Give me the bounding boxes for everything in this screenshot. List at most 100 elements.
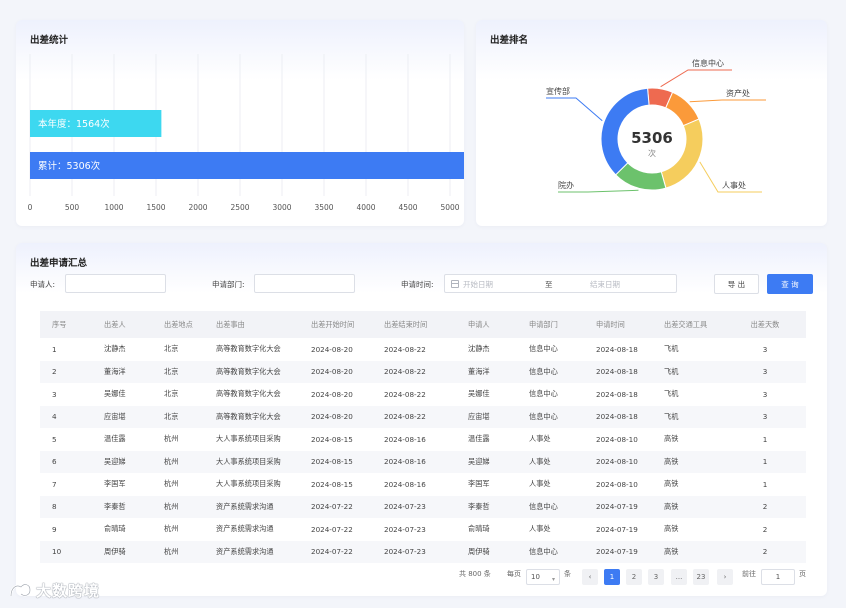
date-range-picker[interactable]: 开始日期 至 结束日期 bbox=[444, 274, 677, 293]
table-cell: 信息中心 bbox=[529, 389, 558, 399]
dept-input[interactable] bbox=[254, 274, 355, 293]
rank-card: 出差排名 信息中心 资产处 人事处 院办 宣传部 5306 次 bbox=[476, 20, 827, 226]
table-cell: 李国军 bbox=[104, 479, 126, 489]
table-cell: 2024-08-20 bbox=[299, 360, 372, 383]
dept-label: 申请部门: bbox=[212, 280, 245, 289]
table-cell: 周伊骑 bbox=[92, 540, 152, 563]
table-cell: 2024-08-10 bbox=[596, 479, 638, 489]
table-cell: 俞晴琦 bbox=[468, 524, 490, 534]
bar-label: 累计：5306次 bbox=[38, 160, 101, 172]
table-cell: 北京 bbox=[152, 405, 204, 428]
axis-tick-label: 2500 bbox=[230, 203, 249, 212]
donut-label: 资产处 bbox=[726, 88, 750, 98]
col-header: 出差事由 bbox=[204, 311, 299, 338]
table-cell: 杭州 bbox=[152, 495, 204, 518]
axis-tick-label: 5000 bbox=[440, 203, 459, 212]
donut-label: 人事处 bbox=[722, 180, 746, 190]
chevron-down-icon: ▾ bbox=[551, 576, 555, 583]
page-button[interactable]: 23 bbox=[693, 569, 709, 585]
table-cell: 信息中心 bbox=[517, 495, 584, 518]
table-cell: 信息中心 bbox=[529, 344, 558, 354]
table-cell: 3 bbox=[736, 360, 806, 383]
table-cell: 2024-08-20 bbox=[311, 389, 353, 399]
table-cell: 2 bbox=[40, 360, 92, 383]
table-cell: 杭州 bbox=[164, 479, 179, 489]
bar bbox=[30, 110, 162, 137]
table-cell: 1 bbox=[762, 479, 768, 489]
table-cell: 杭州 bbox=[164, 434, 179, 444]
page-button[interactable]: ... bbox=[671, 569, 687, 585]
table-cell: 2024-08-10 bbox=[584, 450, 652, 473]
calendar-icon bbox=[451, 280, 459, 288]
pagination-per-page-label: 每页 bbox=[507, 570, 521, 578]
table-cell: 2024-07-19 bbox=[596, 524, 638, 534]
table-cell: 2024-08-22 bbox=[384, 344, 426, 354]
query-button[interactable]: 查 询 bbox=[767, 274, 813, 294]
table-cell: 吴娜佳 bbox=[468, 389, 490, 399]
table-cell: 高等教育数字化大会 bbox=[204, 405, 299, 428]
table-cell: 1 bbox=[52, 344, 57, 354]
table-cell: 2024-08-22 bbox=[372, 405, 456, 428]
page-size-value: 10 bbox=[531, 573, 540, 581]
table-cell: 2024-07-22 bbox=[299, 495, 372, 518]
table-cell: 李国军 bbox=[468, 479, 490, 489]
table-cell: 高铁 bbox=[652, 540, 736, 563]
table-cell: 2024-07-23 bbox=[372, 495, 456, 518]
table-cell: 应宙堪 bbox=[92, 405, 152, 428]
table-cell: 大人事系统项目采购 bbox=[216, 434, 281, 444]
prev-page-button[interactable]: ‹ bbox=[582, 569, 598, 585]
table-cell: 李秦哲 bbox=[456, 495, 517, 518]
table-cell: 2024-08-16 bbox=[384, 434, 426, 444]
page-button[interactable]: 2 bbox=[626, 569, 642, 585]
travel-table: 序号 出差人 出差地点 出差事由 出差开始时间 出差结束时间 申请人 申请部门 … bbox=[40, 311, 806, 563]
table-cell: 飞机 bbox=[652, 405, 736, 428]
table-cell: 温佳露 bbox=[104, 434, 126, 444]
bar bbox=[30, 152, 464, 179]
table-cell: 杭州 bbox=[152, 450, 204, 473]
table-row: 7 李国军 杭州 大人事系统项目采购 2024-08-15 2024-08-16 李国军 人事… bbox=[40, 473, 806, 496]
table-cell: 信息中心 bbox=[517, 540, 584, 563]
table-cell: 北京 bbox=[152, 360, 204, 383]
table-cell: 董海洋 bbox=[92, 360, 152, 383]
date-range-separator: 至 bbox=[545, 280, 553, 289]
donut-label: 院办 bbox=[558, 180, 574, 190]
table-cell: 信息中心 bbox=[517, 405, 584, 428]
axis-tick-label: 1000 bbox=[104, 203, 123, 212]
applicant-input[interactable] bbox=[65, 274, 166, 293]
col-header: 出差天数 bbox=[736, 311, 806, 338]
table-cell: 杭州 bbox=[152, 540, 204, 563]
table-cell: 2024-08-15 bbox=[311, 479, 353, 489]
donut-center bbox=[618, 105, 686, 173]
col-header: 出差开始时间 bbox=[299, 311, 372, 338]
table-cell: 沈静杰 bbox=[104, 344, 126, 354]
goto-page-input[interactable]: 1 bbox=[761, 569, 795, 585]
col-header: 出差交通工具 bbox=[652, 311, 736, 338]
table-cell: 大人事系统项目采购 bbox=[204, 450, 299, 473]
table-cell: 2024-07-23 bbox=[372, 540, 456, 563]
table-header-row: 序号 出差人 出差地点 出差事由 出差开始时间 出差结束时间 申请人 申请部门 … bbox=[40, 311, 806, 338]
table-cell: 杭州 bbox=[164, 524, 179, 534]
start-date-placeholder[interactable]: 开始日期 bbox=[463, 280, 493, 289]
table-cell: 高等教育数字化大会 bbox=[204, 360, 299, 383]
applicant-label: 申请人: bbox=[30, 280, 56, 289]
table-cell: 2024-08-16 bbox=[384, 479, 426, 489]
page-button[interactable]: 1 bbox=[604, 569, 620, 585]
table-cell: 2 bbox=[736, 540, 806, 563]
table-row: 10 周伊骑 杭州 资产系统需求沟通 2024-07-22 2024-07-23 周伊骑 信息… bbox=[40, 540, 806, 563]
table-cell: 飞机 bbox=[652, 360, 736, 383]
table-cell: 2024-07-19 bbox=[584, 540, 652, 563]
export-button[interactable]: 导 出 bbox=[714, 274, 759, 294]
page-size-select[interactable]: 10 ▾ bbox=[526, 569, 560, 585]
table-cell: 2024-08-18 bbox=[596, 389, 638, 399]
page-button[interactable]: 3 bbox=[648, 569, 664, 585]
axis-tick-label: 4000 bbox=[356, 203, 375, 212]
next-page-button[interactable]: › bbox=[717, 569, 733, 585]
table-row: 8 李秦哲 杭州 资产系统需求沟通 2024-07-22 2024-07-23 李秦哲 信息中… bbox=[40, 495, 806, 518]
table-cell: 2 bbox=[736, 495, 806, 518]
pagination-unit: 条 bbox=[564, 570, 571, 578]
table-cell: 高等教育数字化大会 bbox=[216, 389, 281, 399]
table-cell: 吴迎娣 bbox=[92, 450, 152, 473]
table-cell: 李秦哲 bbox=[92, 495, 152, 518]
end-date-placeholder[interactable]: 结束日期 bbox=[590, 280, 620, 289]
